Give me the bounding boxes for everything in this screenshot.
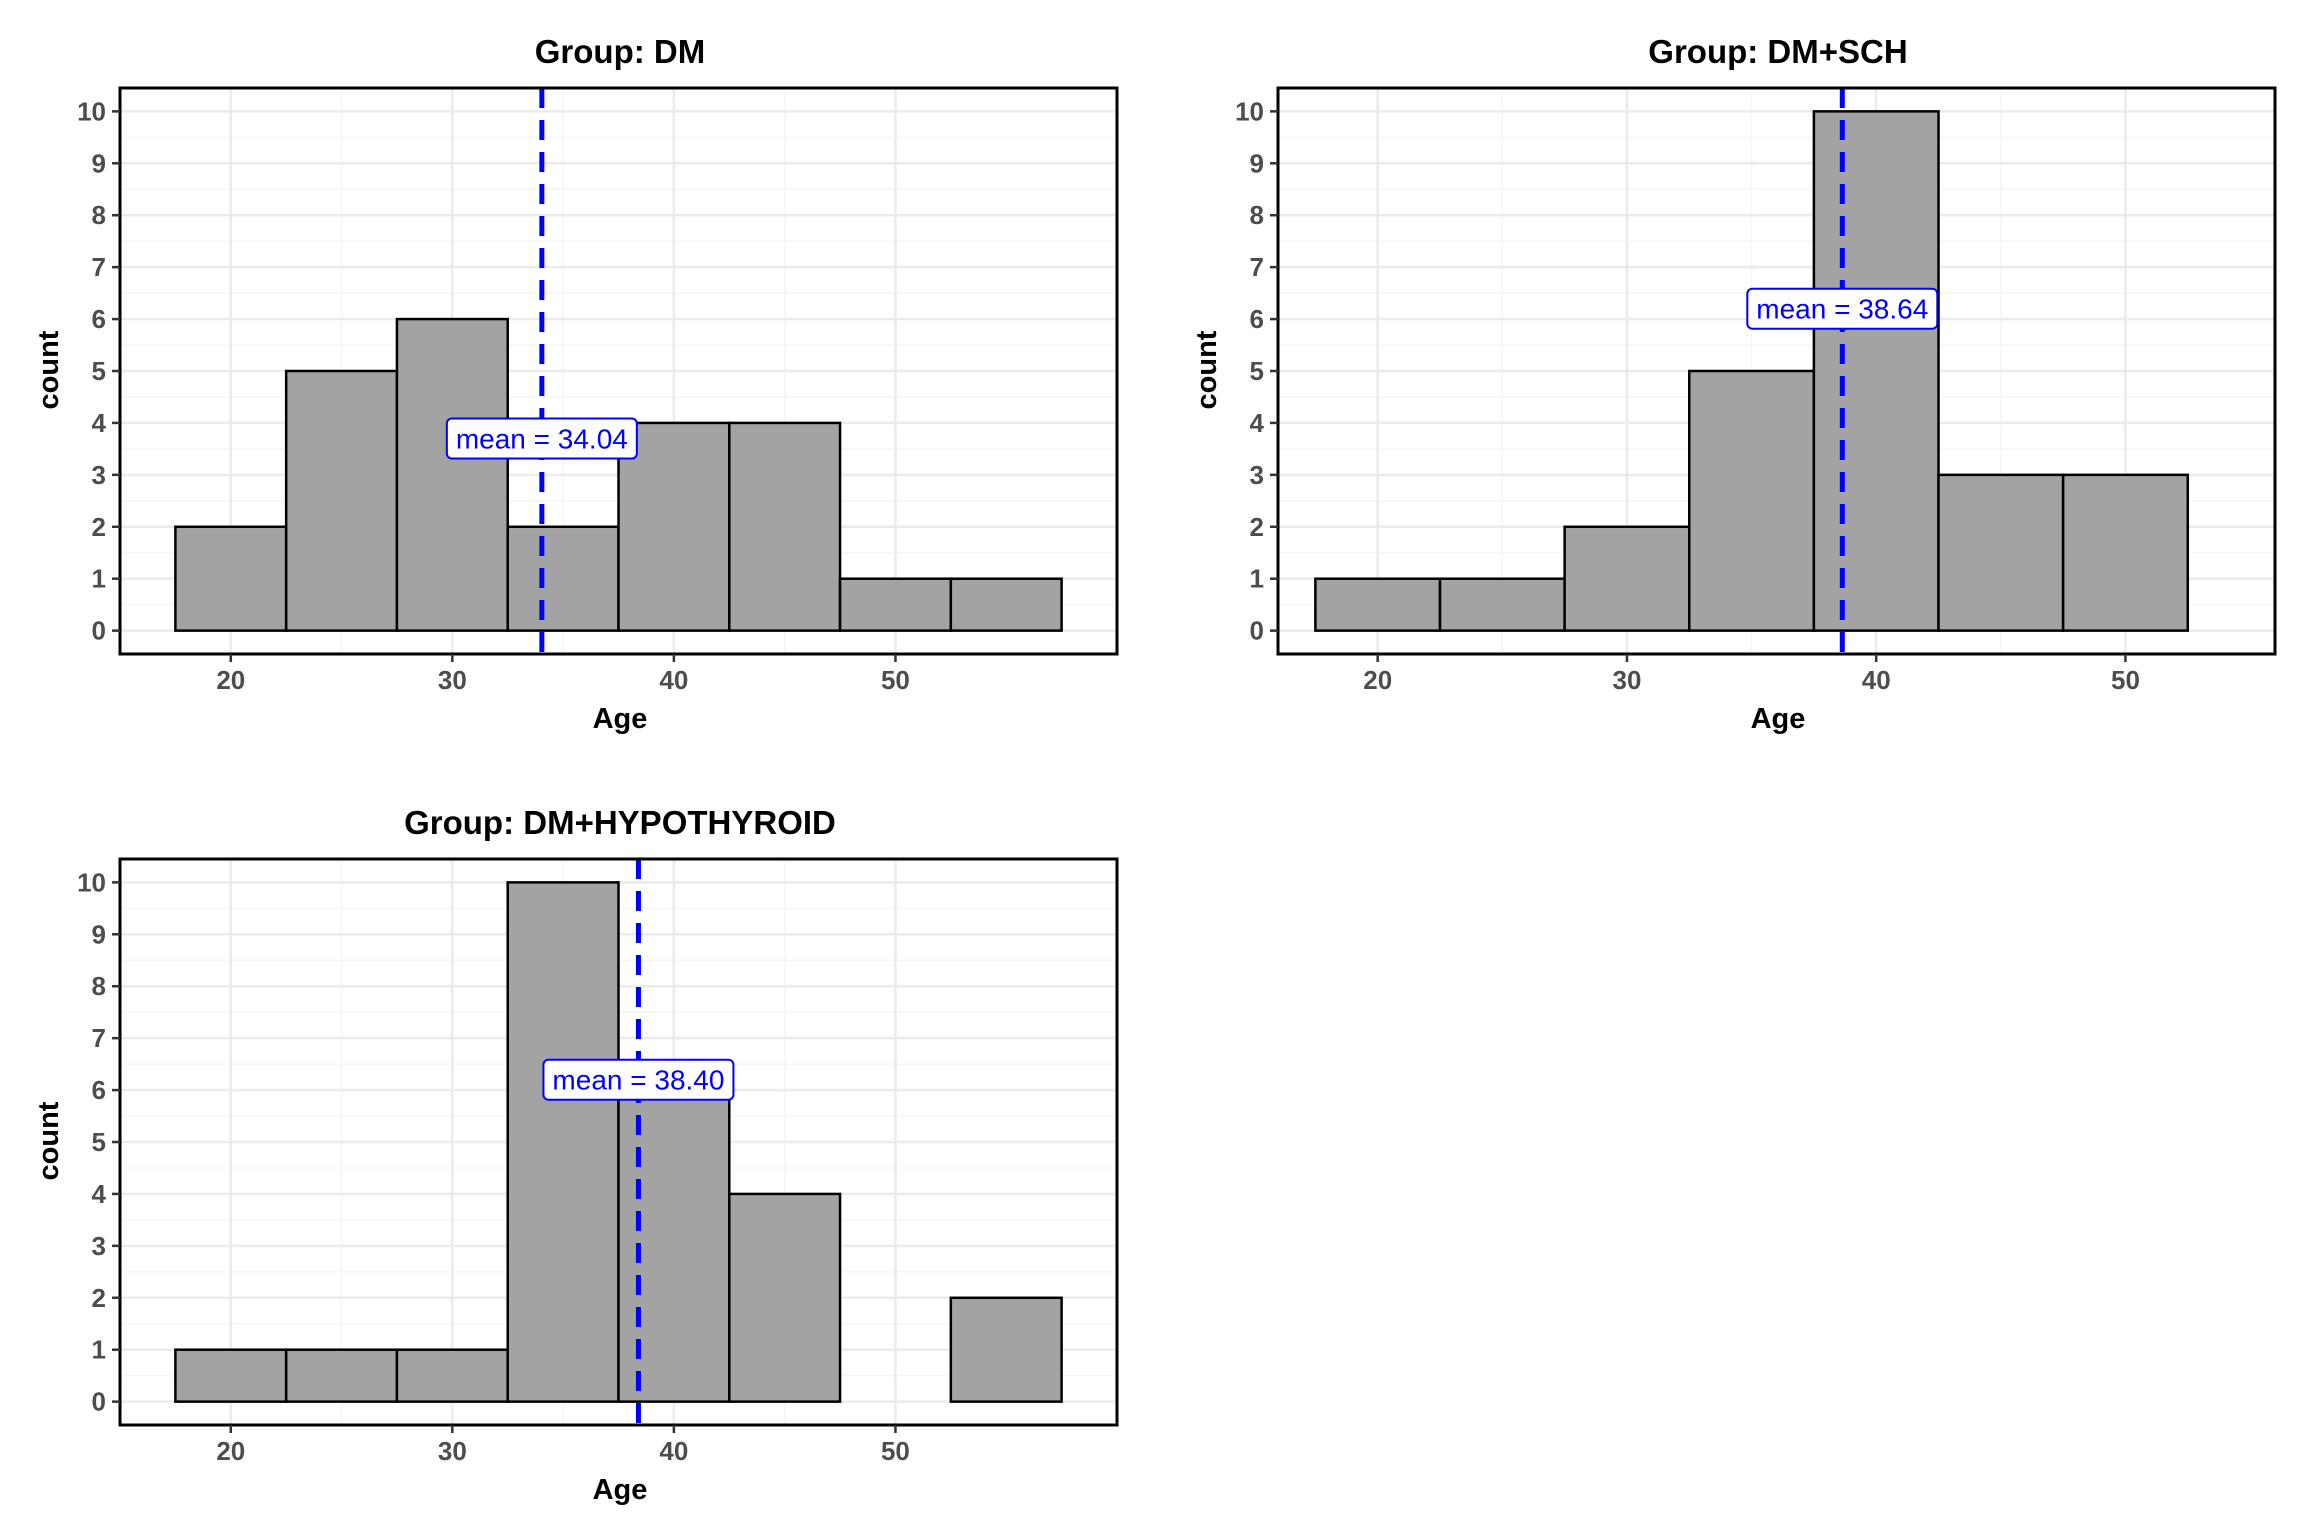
y-tick-label: 9 [92, 919, 106, 949]
histogram-bar [728, 421, 842, 632]
mean-label: mean = 38.40 [552, 1065, 724, 1096]
histogram-bar [949, 577, 1063, 632]
y-tick-label: 8 [1250, 200, 1264, 230]
y-tick-label: 3 [92, 460, 106, 490]
x-tick-label: 40 [1862, 665, 1891, 695]
x-tick-label: 30 [438, 665, 467, 695]
y-tick-label: 10 [77, 867, 106, 897]
histogram-bar [506, 881, 620, 1403]
histogram-bar [838, 577, 953, 632]
plot-area: mean = 34.04 [118, 86, 1119, 656]
y-tick-label: 9 [1250, 148, 1264, 178]
x-axis-label: Age [593, 1474, 648, 1506]
y-tick-label: 9 [92, 148, 106, 178]
x-tick-label: 20 [216, 665, 245, 695]
y-tick-label: 5 [92, 356, 106, 386]
y-tick-label: 2 [92, 512, 106, 542]
histogram-bar [506, 525, 620, 632]
y-axis-label: count [33, 1101, 65, 1180]
mean-label: mean = 34.04 [456, 424, 628, 455]
panel-dm-hypothyroid: Group: DM+HYPOTHYROID Age count mean = 3… [33, 804, 1119, 1506]
y-tick-label: 10 [1235, 96, 1264, 126]
histogram-bar [617, 1088, 731, 1403]
y-tick-label: 10 [77, 96, 106, 126]
histogram-bar [174, 1348, 288, 1403]
y-tick-label: 5 [1250, 356, 1264, 386]
histogram-bar [617, 421, 731, 632]
y-tick-label: 7 [1250, 252, 1264, 282]
y-tick-label: 1 [1250, 564, 1264, 594]
histogram-bar [395, 1348, 509, 1403]
y-tick-label: 8 [92, 200, 106, 230]
x-tick-label: 40 [659, 1436, 688, 1466]
y-tick-label: 3 [92, 1231, 106, 1261]
y-tick-label: 2 [1250, 512, 1264, 542]
y-tick-label: 7 [92, 252, 106, 282]
y-tick-label: 6 [92, 304, 106, 334]
histogram-bar [395, 317, 509, 632]
y-tick-label: 5 [92, 1127, 106, 1157]
y-tick-label: 0 [92, 1387, 106, 1417]
x-tick-label: 20 [216, 1436, 245, 1466]
y-tick-label: 4 [1250, 408, 1265, 438]
histogram-bar [728, 1192, 842, 1403]
panel-title: Group: DM+SCH [1648, 33, 1907, 70]
histogram-bar [949, 1296, 1063, 1403]
y-tick-label: 4 [92, 1179, 107, 1209]
y-tick-label: 7 [92, 1023, 106, 1053]
histogram-bar [1438, 577, 1566, 632]
mean-label-box [542, 1058, 735, 1101]
y-tick-label: 1 [92, 1335, 106, 1365]
x-tick-label: 50 [2111, 665, 2140, 695]
histogram-bar [1314, 577, 1442, 632]
histogram-bar [1563, 525, 1691, 632]
histogram-bar [284, 369, 399, 632]
panel-title: Group: DM [535, 33, 705, 70]
histogram-bar [1812, 110, 1940, 632]
histogram-bar [1937, 473, 2065, 632]
y-axis-label: count [33, 330, 65, 409]
x-axis-label: Age [1751, 703, 1806, 735]
x-tick-label: 50 [881, 1436, 910, 1466]
y-tick-label: 8 [92, 971, 106, 1001]
x-tick-label: 40 [659, 665, 688, 695]
y-tick-label: 4 [92, 408, 107, 438]
y-tick-label: 0 [1250, 616, 1264, 646]
mean-label-box [445, 417, 638, 460]
histogram-bar [2061, 473, 2190, 632]
y-tick-label: 1 [92, 564, 106, 594]
y-axis-label: count [1191, 330, 1223, 409]
x-tick-label: 30 [1612, 665, 1641, 695]
histogram-bar [174, 525, 288, 632]
x-axis-label: Age [593, 703, 648, 735]
histogram-bar [284, 1348, 399, 1403]
y-tick-label: 2 [92, 1283, 106, 1313]
x-tick-label: 50 [881, 665, 910, 695]
y-tick-label: 0 [92, 616, 106, 646]
x-tick-label: 20 [1363, 665, 1392, 695]
y-tick-label: 3 [1250, 460, 1264, 490]
y-tick-label: 6 [1250, 304, 1264, 334]
plot-area: mean = 38.64 [1276, 86, 2277, 656]
x-tick-label: 30 [438, 1436, 467, 1466]
mean-label: mean = 38.64 [1756, 294, 1928, 325]
histogram-bar [1688, 369, 1816, 632]
mean-label-box [1746, 287, 1939, 330]
y-tick-label: 6 [92, 1075, 106, 1105]
plot-area: mean = 38.40 [118, 857, 1119, 1427]
panel-title: Group: DM+HYPOTHYROID [404, 804, 836, 841]
